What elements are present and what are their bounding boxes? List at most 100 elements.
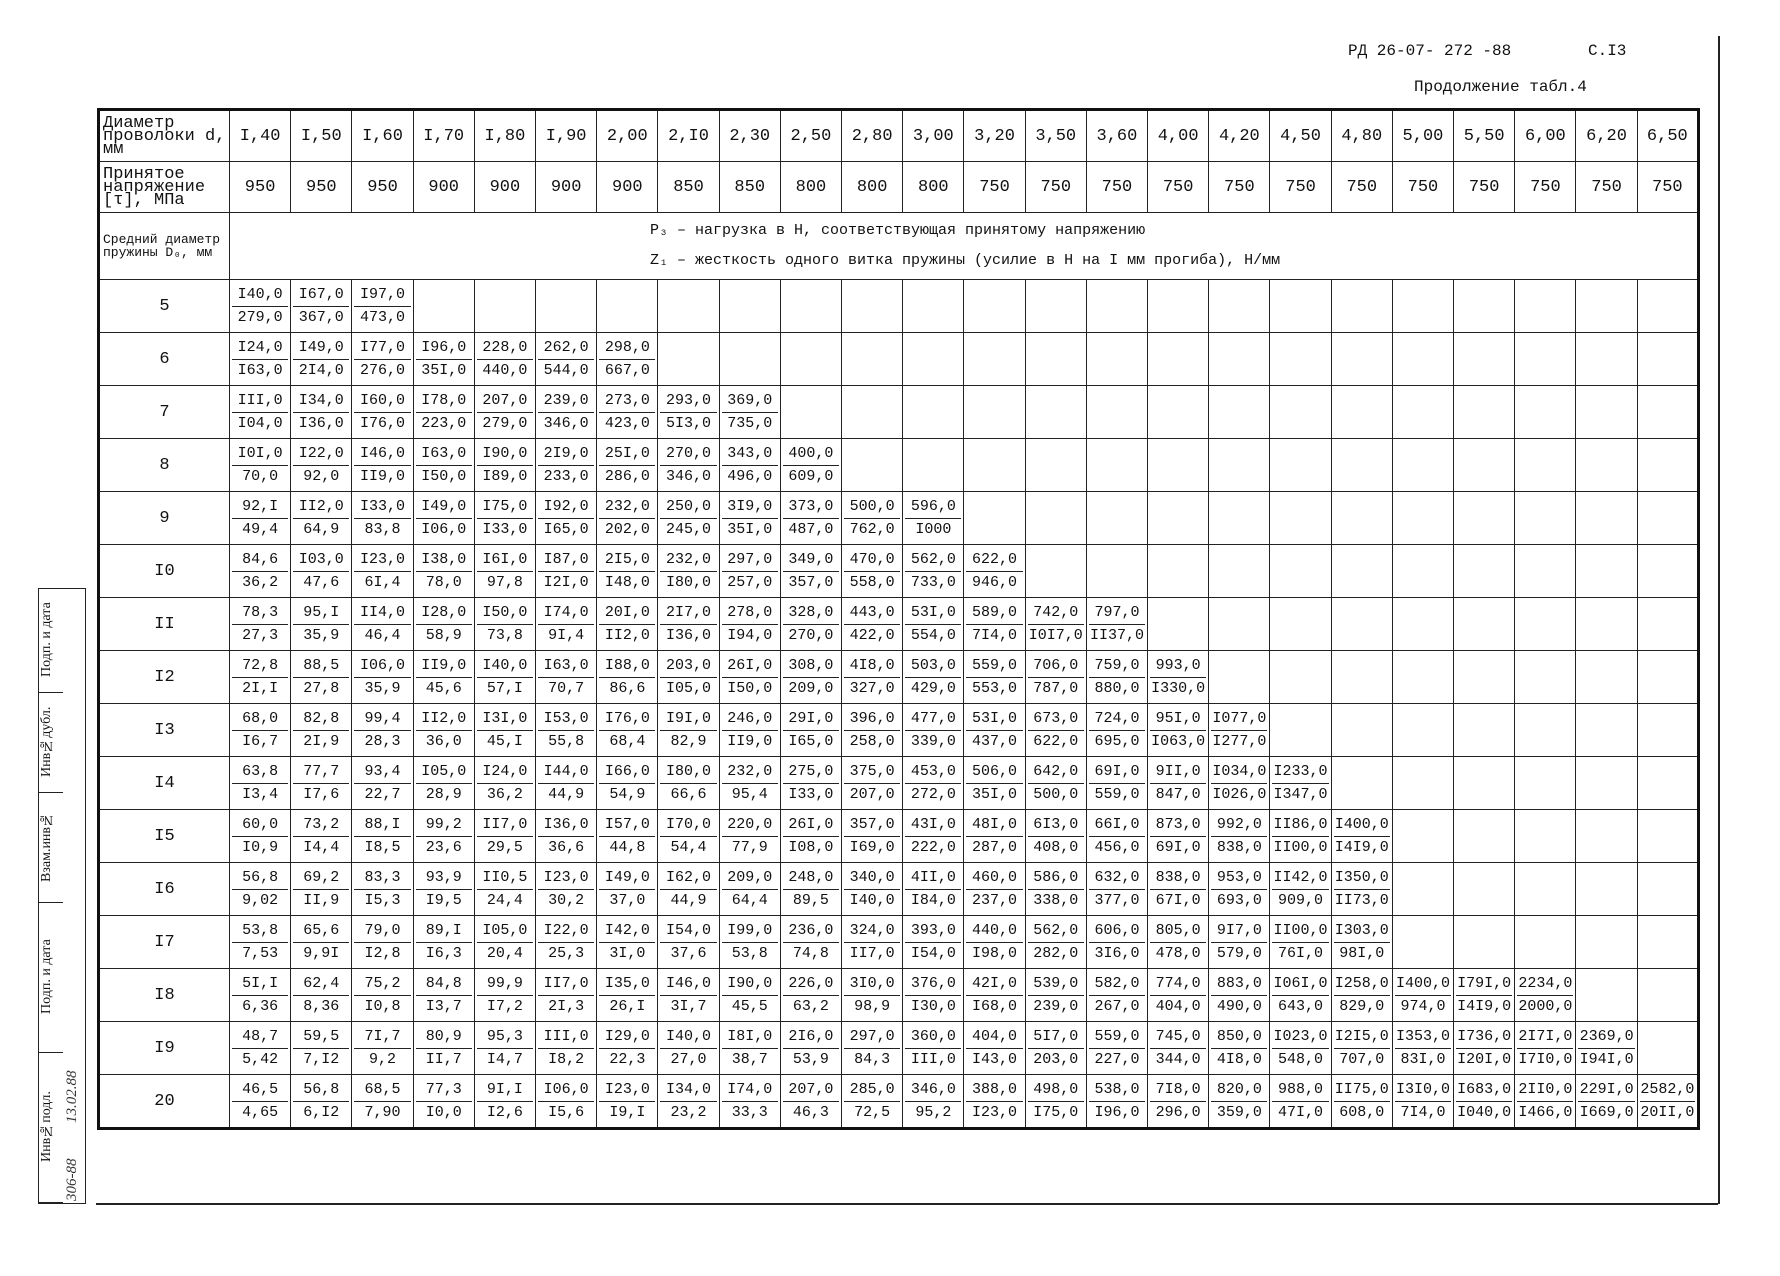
cell — [841, 385, 904, 439]
cell: I40,0 57,I — [473, 650, 537, 704]
cell: 78,3 27,3 — [228, 597, 292, 651]
stress: 950 — [290, 161, 353, 213]
load-value: 46,5 — [232, 1079, 289, 1102]
load-value: 820,0 — [1211, 1079, 1268, 1102]
cell: II86,0 II00,0 — [1269, 809, 1332, 863]
stiffness-value: 695,0 — [1094, 732, 1140, 750]
cell: 75,2 I0,8 — [351, 968, 414, 1022]
stiffness-value: 28,9 — [425, 785, 462, 803]
cell: 53I,0 554,0 — [902, 597, 965, 651]
cell: I683,0 I040,0 — [1453, 1074, 1516, 1129]
header-cell: Принятое напряжение [τ], МПа — [98, 161, 230, 213]
stiffness-value: I05,0 — [666, 679, 712, 697]
load-value: 850,0 — [1211, 1026, 1268, 1049]
cell: 500,0 762,0 — [841, 491, 904, 545]
cell: 745,0 344,0 — [1147, 1021, 1210, 1075]
load-value: 297,0 — [844, 1026, 901, 1049]
load-value: 95I,0 — [1150, 708, 1207, 731]
cell — [1085, 332, 1149, 386]
load-value: II2,0 — [415, 708, 472, 731]
stiffness-value: 608,0 — [1339, 1103, 1385, 1121]
stiffness-value: 276,0 — [360, 361, 406, 379]
load-value: 9I7,0 — [1211, 920, 1268, 943]
stress: 750 — [1636, 161, 1700, 213]
cell — [1514, 544, 1577, 598]
cell: 805,0 478,0 — [1147, 915, 1210, 969]
stiffness-value: 7,I2 — [303, 1050, 340, 1068]
load-value: III,0 — [232, 390, 289, 413]
stiffness-value: 46,4 — [364, 626, 401, 644]
cell — [1330, 756, 1393, 810]
cell — [1575, 438, 1638, 492]
cell: II75,0 608,0 — [1330, 1074, 1393, 1129]
stiffness-value: 733,0 — [910, 573, 956, 591]
stress: 750 — [1330, 161, 1393, 213]
diameter: 3,60 — [1085, 109, 1149, 162]
load-value: 229I,0 — [1578, 1079, 1635, 1102]
load-value: I75,0 — [476, 496, 534, 519]
cell: I38,0 78,0 — [412, 544, 475, 598]
cell — [1269, 703, 1332, 757]
cell: 62,4 8,36 — [290, 968, 353, 1022]
load-value: 246,0 — [721, 708, 778, 731]
load-value: 232,0 — [721, 761, 778, 784]
stiffness-value: 9,2 — [369, 1050, 397, 1068]
cell — [1085, 544, 1149, 598]
cell: 759,0 880,0 — [1085, 650, 1149, 704]
stiffness-value: 227,0 — [1094, 1050, 1140, 1068]
load-value: I24,0 — [476, 761, 534, 784]
cell: I90,0 45,5 — [718, 968, 781, 1022]
load-value: 2I7,0 — [660, 602, 717, 625]
cell — [1269, 544, 1332, 598]
load-value: I3I0,0 — [1394, 1079, 1452, 1102]
load-value: I400,0 — [1333, 814, 1390, 837]
cell: 273,0 423,0 — [596, 385, 659, 439]
load-value: 873,0 — [1150, 814, 1207, 837]
cell — [1330, 491, 1393, 545]
stiffness-value: 2I,I — [242, 679, 279, 697]
cell: 26I,0 I08,0 — [779, 809, 843, 863]
cell — [1147, 438, 1210, 492]
load-value: I38,0 — [415, 549, 472, 572]
load-value: 2582,0 — [1639, 1079, 1695, 1102]
cell: 83,3 I5,3 — [351, 862, 414, 916]
stiffness-value: 2I4,0 — [298, 361, 344, 379]
load-value: II86,0 — [1272, 814, 1329, 837]
load-value: I70,0 — [660, 814, 717, 837]
stiffness-value: 20,4 — [486, 944, 523, 962]
cell — [1453, 597, 1516, 651]
stiffness-value: I36,0 — [298, 414, 344, 432]
cell: II4,0 46,4 — [351, 597, 414, 651]
stiffness-value: I94I,0 — [1579, 1050, 1634, 1068]
cell: I80,0 66,6 — [657, 756, 720, 810]
cell — [1330, 597, 1393, 651]
cell: 539,0 239,0 — [1024, 968, 1087, 1022]
cell: 498,0 I75,0 — [1024, 1074, 1087, 1129]
cell: I28,0 58,9 — [412, 597, 475, 651]
data-row: I6 56,8 9,02 69,2 II,9 83,3 I5,3 93,9 I9,5 II0,5 2… — [98, 862, 1700, 916]
load-value: 56,8 — [232, 867, 289, 890]
cell — [1636, 756, 1700, 810]
stiffness-value: I4I9,0 — [1457, 997, 1512, 1015]
stiffness-value: 346,0 — [666, 467, 712, 485]
mean-diameter: 20 — [98, 1074, 230, 1129]
cell — [1391, 915, 1455, 969]
cell — [1514, 809, 1577, 863]
stress: 750 — [1208, 161, 1271, 213]
stiffness-value: 37,6 — [670, 944, 707, 962]
stiffness-value: 344,0 — [1155, 1050, 1201, 1068]
cell: I353,0 83I,0 — [1391, 1021, 1455, 1075]
cell — [1636, 1021, 1700, 1075]
stiffness-value: 38,7 — [731, 1050, 768, 1068]
stiffness-value: 829,0 — [1339, 997, 1385, 1015]
cell — [1147, 332, 1210, 386]
stiffness-value: 667,0 — [604, 361, 650, 379]
cell — [1636, 968, 1700, 1022]
data-row: I8 5I,I 6,36 62,4 8,36 75,2 I0,8 84,8 I3,7 99,9 I7… — [98, 968, 1700, 1022]
load-value: 3I0,0 — [844, 973, 901, 996]
cell — [1024, 438, 1087, 492]
cell: 63,8 I3,4 — [228, 756, 292, 810]
stiffness-value: I5,6 — [548, 1103, 585, 1121]
cell: 562,0 282,0 — [1024, 915, 1087, 969]
